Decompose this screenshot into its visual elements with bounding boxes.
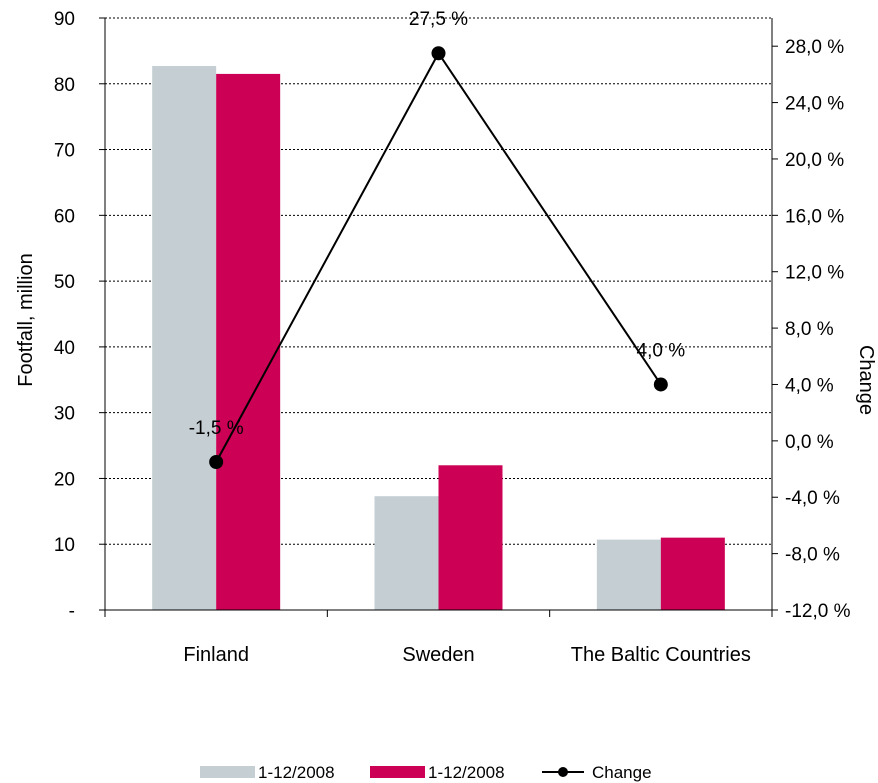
left-tick-label-7: 70 bbox=[54, 141, 75, 162]
axes bbox=[104, 18, 773, 611]
bar-s1-2 bbox=[596, 539, 661, 610]
data-label-2: 4,0 % bbox=[637, 340, 686, 361]
bars bbox=[152, 66, 725, 611]
y2-axis-title: Change bbox=[855, 345, 877, 415]
left-axis-ticks: - 10 20 30 40 50 60 70 80 90 bbox=[54, 9, 105, 622]
data-label-0: -1,5 % bbox=[189, 418, 244, 439]
right-tick-label-9: 24,0 % bbox=[785, 94, 844, 115]
legend-label-change: Change bbox=[592, 763, 652, 782]
bar-s2-0 bbox=[216, 73, 281, 610]
category-label-0: Finland bbox=[183, 644, 249, 666]
left-tick-label-0: - bbox=[69, 601, 75, 622]
change-point-2 bbox=[653, 377, 668, 392]
left-tick-label-1: 10 bbox=[54, 535, 75, 556]
left-tick-label-5: 50 bbox=[54, 272, 75, 293]
right-axis-ticks: -12,0 % -8,0 % -4,0 % 0,0 % 4,0 % 8,0 % 12,0 %… bbox=[772, 37, 851, 622]
bar-s1-0 bbox=[152, 66, 217, 611]
left-tick-label-6: 60 bbox=[54, 206, 75, 227]
right-tick-label-8: 20,0 % bbox=[785, 150, 844, 171]
right-tick-label-4: 4,0 % bbox=[785, 375, 834, 396]
bar-s2-1 bbox=[438, 465, 503, 610]
left-tick-label-4: 40 bbox=[54, 338, 75, 359]
legend-marker-change bbox=[558, 767, 568, 777]
change-line bbox=[209, 46, 668, 469]
right-tick-label-5: 8,0 % bbox=[785, 319, 834, 340]
category-labels: Finland Sweden The Baltic Countries bbox=[104, 610, 773, 666]
legend-swatch-series-1 bbox=[200, 766, 255, 778]
right-tick-label-7: 16,0 % bbox=[785, 206, 844, 227]
y-axis-title: Footfall, million bbox=[15, 253, 37, 386]
left-tick-label-9: 90 bbox=[54, 9, 75, 30]
change-point-0 bbox=[209, 455, 224, 469]
left-tick-label-2: 20 bbox=[54, 469, 75, 490]
legend-label-series-1: 1-12/2008 bbox=[258, 763, 335, 782]
right-tick-label-6: 12,0 % bbox=[785, 263, 844, 284]
right-tick-label-10: 28,0 % bbox=[785, 37, 844, 58]
right-tick-label-0: -12,0 % bbox=[785, 601, 851, 622]
change-polyline bbox=[215, 51, 662, 463]
bar-s1-1 bbox=[374, 496, 439, 610]
legend: 1-12/2008 1-12/2008 Change bbox=[200, 763, 652, 782]
data-label-1: 27,5 % bbox=[409, 9, 468, 30]
right-tick-label-3: 0,0 % bbox=[785, 432, 834, 453]
data-labels: -1,5 % 27,5 % 4,0 % bbox=[189, 9, 686, 439]
legend-label-series-2: 1-12/2008 bbox=[428, 763, 505, 782]
left-tick-label-3: 30 bbox=[54, 404, 75, 425]
category-label-2: The Baltic Countries bbox=[571, 644, 751, 666]
legend-swatch-series-2 bbox=[370, 766, 425, 778]
bar-s2-2 bbox=[660, 537, 725, 610]
category-label-1: Sweden bbox=[402, 644, 474, 666]
change-point-1 bbox=[431, 46, 446, 61]
right-tick-label-1: -8,0 % bbox=[785, 545, 840, 566]
right-tick-label-2: -4,0 % bbox=[785, 488, 840, 509]
left-tick-label-8: 80 bbox=[54, 75, 75, 96]
